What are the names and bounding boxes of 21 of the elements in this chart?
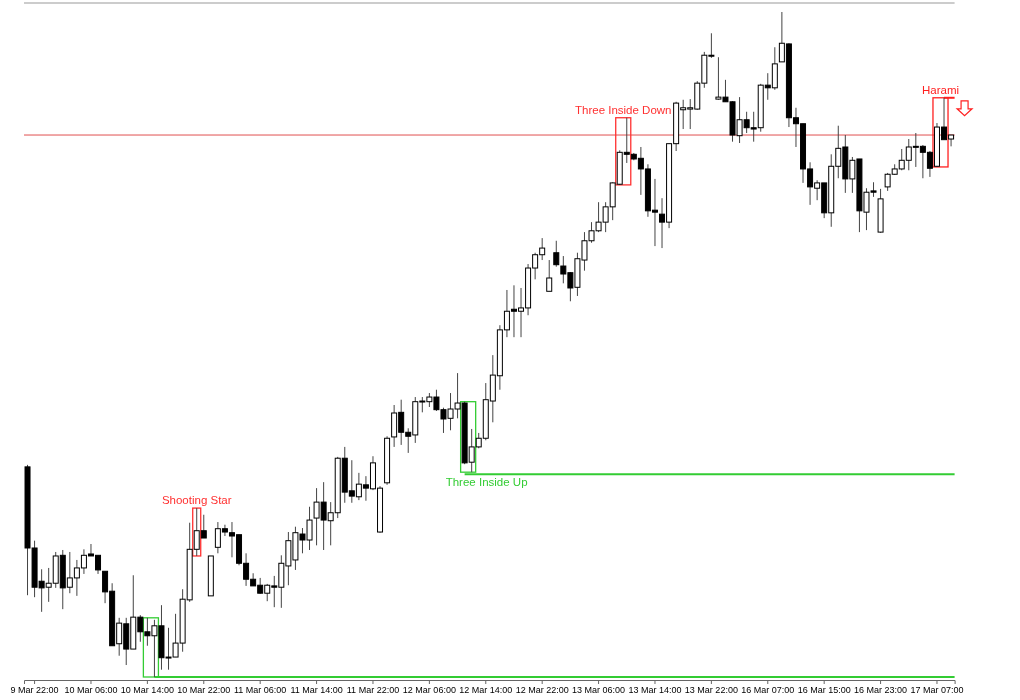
- x-tick-label: 17 Mar 07:00: [910, 685, 964, 696]
- x-tick-label: 16 Mar 15:00: [797, 685, 851, 696]
- x-tick-label: 11 Mar 22:00: [346, 685, 400, 696]
- x-tick-label: 11 Mar 14:00: [290, 685, 343, 696]
- x-tick-label: 13 Mar 06:00: [572, 685, 626, 696]
- x-tick-label: 10 Mar 22:00: [177, 685, 231, 696]
- x-tick-label: 9 Mar 22:00: [10, 685, 59, 696]
- ref-line-label: Three Inside Up: [445, 476, 528, 489]
- annotation: Three Inside Down: [574, 103, 672, 116]
- x-tick-label: 12 Mar 22:00: [515, 685, 569, 696]
- x-tick-label: 12 Mar 14:00: [459, 685, 513, 696]
- x-tick-label: 16 Mar 07:00: [741, 685, 795, 696]
- x-tick-label: 13 Mar 22:00: [684, 685, 738, 696]
- x-tick-label: 13 Mar 14:00: [628, 685, 682, 696]
- x-tick-label: 10 Mar 14:00: [120, 685, 174, 696]
- x-tick-label: 10 Mar 06:00: [64, 685, 118, 696]
- ref-line-label: Harami: [921, 83, 960, 96]
- annotation: Shooting Star: [161, 494, 232, 507]
- x-tick-label: 16 Mar 23:00: [854, 685, 908, 696]
- x-tick-label: 12 Mar 06:00: [402, 685, 456, 696]
- x-tick-label: 11 Mar 06:00: [233, 685, 287, 696]
